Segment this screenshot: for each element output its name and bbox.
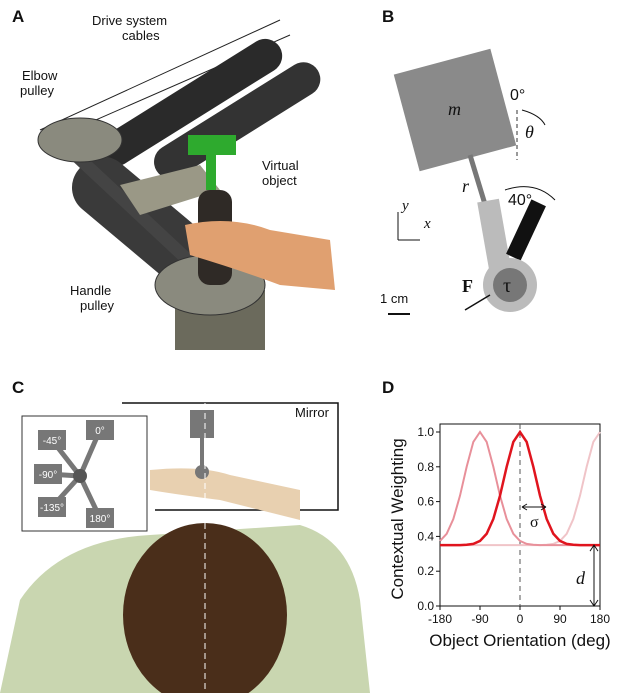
y-tick-label: 0.0 — [417, 599, 434, 613]
panel-d: D 0.0 0.2 0.4 0.6 0.8 1.0 -180 -90 0 90 180 σ d Objec… — [382, 378, 611, 650]
y-tick-label: 0.2 — [417, 564, 434, 578]
arm — [150, 468, 300, 520]
panel-c: C Mirror 0° -45° -90° -135° 180° — [0, 378, 370, 693]
angle-label: 40° — [508, 192, 532, 209]
theta-label: θ — [525, 122, 534, 142]
label-line: pulley — [80, 298, 114, 313]
mass — [190, 410, 214, 438]
y-tick-label: 0.6 — [417, 495, 434, 509]
label-line: object — [262, 173, 297, 188]
axis-label: x — [423, 216, 431, 232]
axes — [398, 212, 420, 240]
virtual-object — [188, 135, 236, 155]
label-line: Drive system — [92, 13, 167, 28]
force-label: F — [462, 276, 473, 296]
panel-letter: C — [12, 378, 24, 397]
mirror-label: Mirror — [295, 405, 330, 420]
x-axis-label: Object Orientation (deg) — [429, 631, 610, 650]
elbow-pulley — [38, 118, 122, 162]
y-axis-label: Contextual Weighting — [388, 438, 407, 599]
label-line: pulley — [20, 83, 54, 98]
d-arrow — [590, 545, 598, 606]
panel-letter: A — [12, 7, 24, 26]
orient-hub — [73, 469, 87, 483]
r-label: r — [462, 176, 470, 196]
panel-letter: D — [382, 378, 394, 397]
virtual-stem — [206, 155, 216, 190]
x-tick-label: -90 — [471, 612, 489, 626]
orient-label: -45° — [43, 436, 61, 447]
axis-label: y — [400, 198, 409, 214]
angle-label: 0° — [510, 87, 525, 104]
sigma-label: σ — [530, 514, 539, 531]
label-line: Virtual — [262, 158, 299, 173]
orient-label: 0° — [95, 426, 105, 437]
y-tick-label: 0.8 — [417, 460, 434, 474]
x-tick-label: -180 — [428, 612, 452, 626]
sigma-arrow — [522, 504, 546, 510]
d-label: d — [576, 568, 586, 588]
force-arrow — [465, 295, 490, 310]
orient-label: -135° — [40, 503, 64, 514]
scale-label: 1 cm — [380, 291, 408, 306]
pulley — [195, 465, 209, 479]
y-tick-label: 1.0 — [417, 425, 434, 439]
panel-letter: B — [382, 7, 394, 26]
y-tick-label: 0.4 — [417, 529, 434, 543]
orient-label: 180° — [90, 514, 111, 525]
figure: A Drive systemcables Elbowpulley Virtual… — [0, 0, 632, 693]
orient-label: -90° — [39, 470, 57, 481]
panel-b: B m 0° θ r 40° y x F τ 1 cm — [380, 7, 555, 314]
x-tick-label: 180 — [590, 612, 610, 626]
x-tick-label: 0 — [517, 612, 524, 626]
label-line: Handle — [70, 283, 111, 298]
mass-label: m — [448, 99, 461, 119]
label-line: cables — [122, 28, 160, 43]
label-line: Elbow — [22, 68, 58, 83]
x-tick-label: 90 — [553, 612, 567, 626]
torque-label: τ — [503, 275, 511, 297]
